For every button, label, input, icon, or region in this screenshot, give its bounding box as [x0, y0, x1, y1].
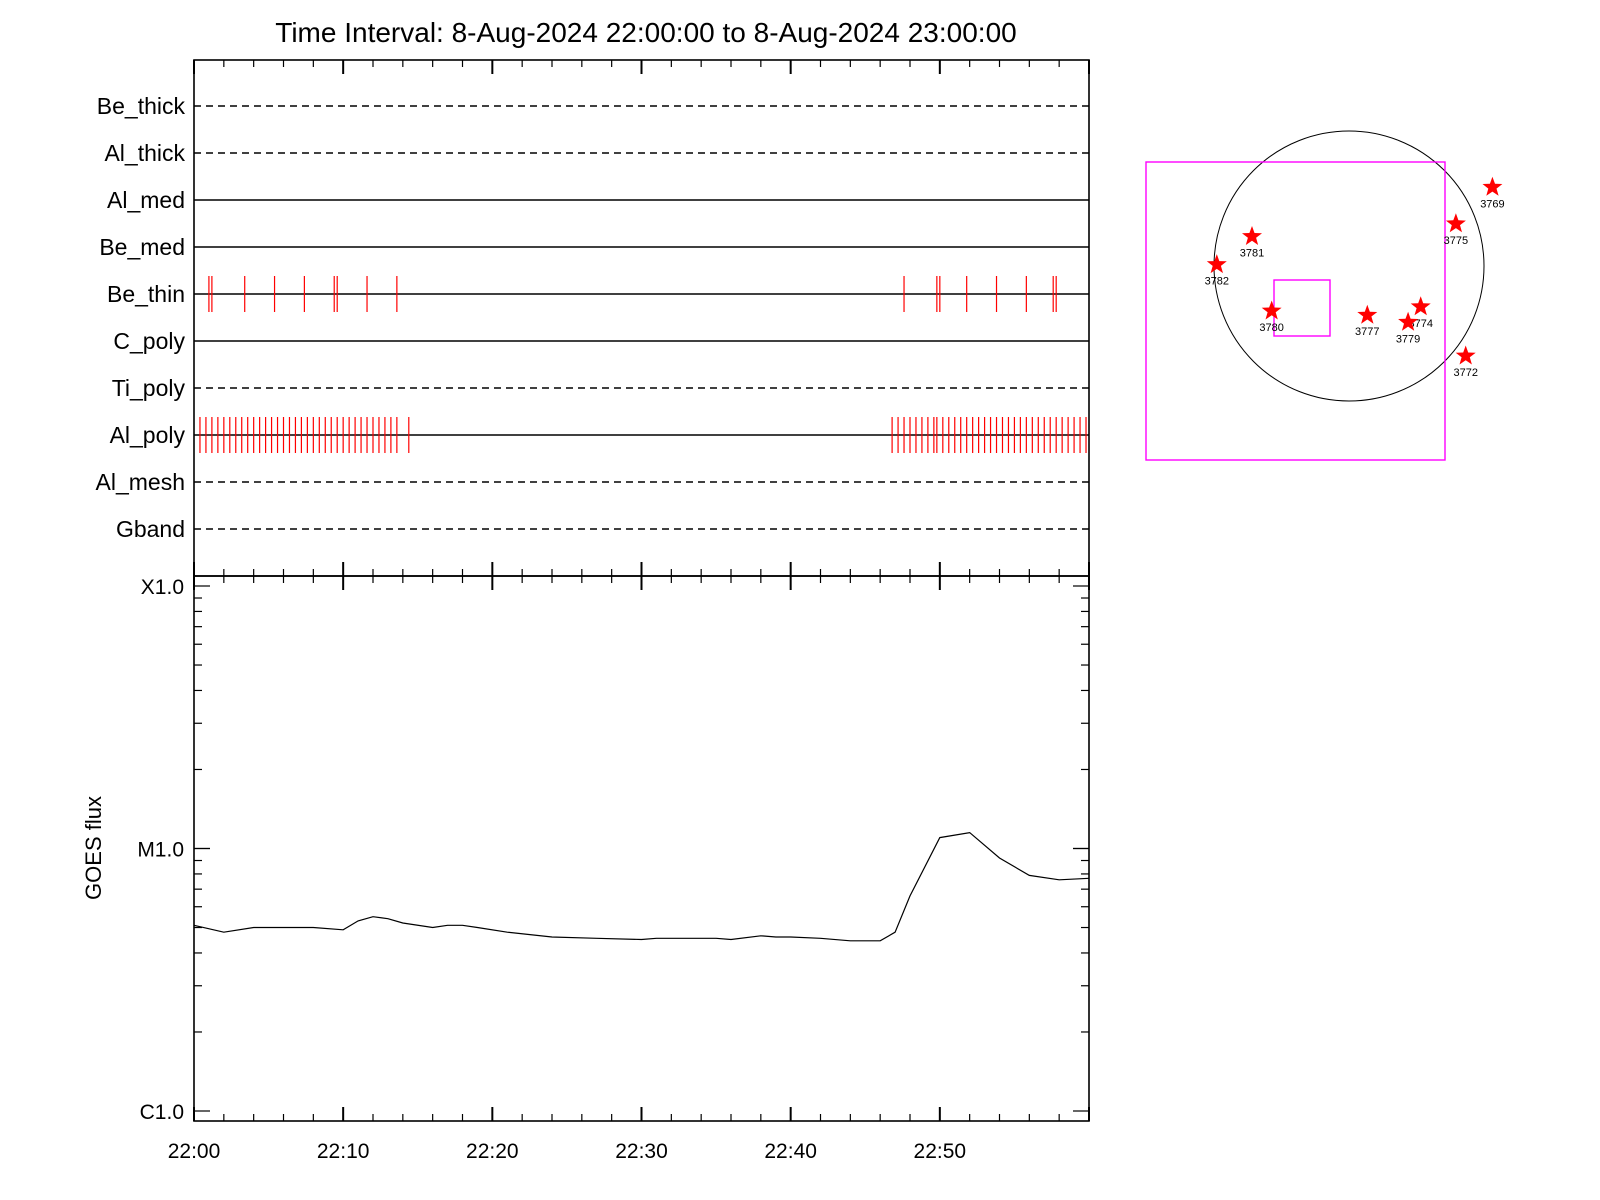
filter-label: Be_thin	[107, 281, 185, 307]
active-region-label: 3775	[1444, 235, 1468, 247]
filter-label: Al_thick	[104, 140, 185, 166]
flux-tick-label: C1.0	[140, 1101, 184, 1124]
active-region-star-icon	[1455, 345, 1476, 365]
active-region-star-icon	[1410, 296, 1431, 316]
active-region-label: 3781	[1240, 247, 1264, 259]
time-tick-label: 22:00	[168, 1140, 221, 1163]
active-region-label: 3769	[1480, 198, 1504, 210]
active-region-label: 3779	[1396, 333, 1420, 345]
time-tick-label: 22:10	[317, 1140, 370, 1163]
time-tick-label: 22:40	[764, 1140, 817, 1163]
field-of-view-large-box	[1145, 161, 1446, 461]
filter-label: Al_poly	[110, 422, 186, 448]
filter-label: Be_thick	[97, 93, 186, 119]
time-tick-label: 22:20	[466, 1140, 519, 1163]
goes-y-axis-label: GOES flux	[81, 796, 106, 900]
goes-panel-frame	[193, 575, 1090, 1122]
active-region-star-icon	[1482, 176, 1503, 196]
active-region-star-icon	[1445, 213, 1466, 233]
active-region-star-icon	[1398, 311, 1418, 331]
active-region-label: 3780	[1259, 322, 1283, 334]
solar-disk-outline	[1213, 130, 1485, 402]
filter-coverage-panel: Be_thick Al_thick Al_med Be_med Be_thin C_pol…	[96, 59, 1090, 590]
filter-label: Ti_poly	[112, 375, 186, 401]
filter-panel-frame	[193, 59, 1090, 577]
goes-flux-line	[193, 831, 1090, 942]
active-region-label: 3782	[1205, 276, 1229, 288]
active-region-star-icon	[1357, 304, 1378, 324]
active-region-label: 3772	[1453, 367, 1477, 379]
active-region-label: 3777	[1355, 326, 1379, 338]
active-region-star-icon	[1206, 254, 1227, 274]
flux-tick-label: M1.0	[137, 839, 184, 862]
filter-label: Gband	[116, 516, 185, 542]
chart-title: Time Interval: 8-Aug-2024 22:00:00 to 8-…	[275, 17, 1016, 48]
time-tick-label: 22:50	[914, 1140, 967, 1163]
filter-label: Al_mesh	[96, 469, 185, 495]
active-region-star-icon	[1261, 300, 1282, 320]
goes-flux-panel: C1.0 M1.0 X1.0 22:00 22:10 22:20 22:30 22:40 22…	[81, 575, 1090, 1163]
filter-label: Be_med	[99, 234, 185, 260]
flux-tick-label: X1.0	[141, 576, 184, 599]
filter-label: Al_med	[107, 187, 185, 213]
time-tick-label: 22:30	[615, 1140, 668, 1163]
filter-label: C_poly	[113, 328, 185, 354]
active-region-star-icon	[1242, 226, 1262, 245]
